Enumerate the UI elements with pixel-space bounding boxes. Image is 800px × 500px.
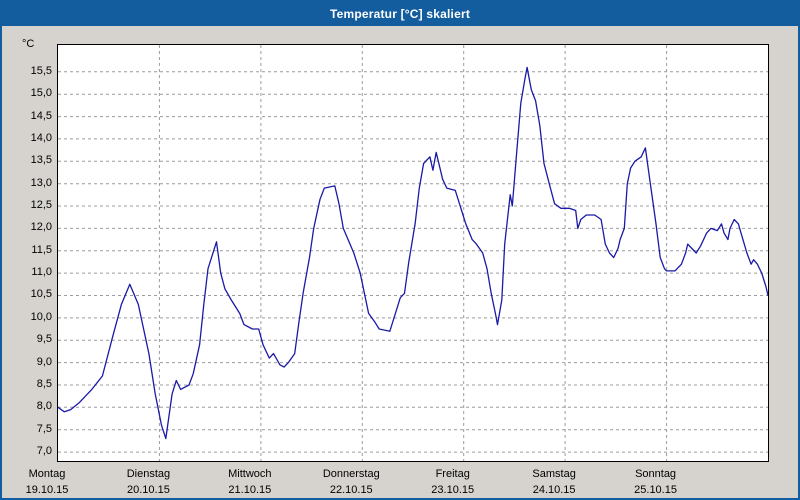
y-tick-label: 10,0	[30, 310, 52, 323]
x-tick-day-name: Montag	[28, 468, 66, 480]
x-tick-label: Dienstag 20.10.15	[127, 468, 170, 496]
x-tick-label: Freitag 23.10.15	[431, 468, 474, 496]
x-tick-day-name: Donnerstag	[322, 468, 380, 480]
x-tick-date: 19.10.15	[25, 484, 69, 496]
x-tick-date: 25.10.15	[634, 484, 677, 496]
y-tick-label: 14,5	[30, 109, 52, 122]
x-tick-label: Mittwoch 21.10.15	[228, 468, 271, 496]
x-tick-day-name: Freitag	[435, 468, 470, 480]
x-tick-label: Samstag 24.10.15	[532, 468, 575, 496]
y-tick-label: 9,5	[36, 333, 52, 346]
y-tick-label: 13,0	[30, 176, 52, 189]
y-tick-label: 7,0	[36, 445, 52, 458]
y-tick-label: 15,5	[30, 64, 52, 77]
x-tick-day-name: Samstag	[532, 468, 576, 480]
x-tick-date: 21.10.15	[228, 484, 272, 496]
plot-area	[57, 44, 769, 462]
y-tick-label: 9,0	[36, 355, 52, 368]
y-tick-label: 7,5	[36, 422, 52, 435]
chart-title-bar: Temperatur [°C] skaliert	[2, 2, 798, 26]
x-tick-date: 20.10.15	[127, 484, 170, 496]
x-tick-label: Donnerstag 22.10.15	[323, 468, 380, 496]
y-tick-label: 13,5	[30, 154, 52, 167]
x-tick-label: Sonntag 25.10.15	[634, 468, 677, 496]
y-tick-label: 14,0	[30, 131, 52, 144]
y-tick-label: 15,0	[30, 87, 52, 100]
x-tick-date: 23.10.15	[431, 484, 475, 496]
y-axis-unit-label: °C	[22, 38, 35, 50]
y-tick-label: 11,0	[31, 266, 52, 279]
chart-title: Temperatur [°C] skaliert	[329, 7, 471, 21]
x-tick-day-name: Dienstag	[126, 468, 171, 480]
y-tick-label: 12,0	[30, 221, 52, 234]
y-tick-label: 8,5	[36, 377, 52, 390]
y-tick-label: 12,5	[30, 199, 52, 212]
y-tick-label: 10,5	[30, 288, 52, 301]
x-tick-label: Montag 19.10.15	[26, 468, 69, 496]
y-tick-label: 11,5	[31, 243, 52, 256]
x-tick-day-name: Mittwoch	[228, 468, 272, 480]
temperature-line-chart	[58, 45, 768, 461]
x-tick-date: 24.10.15	[532, 484, 576, 496]
x-tick-date: 22.10.15	[329, 484, 373, 496]
x-tick-day-name: Sonntag	[635, 468, 677, 480]
y-tick-label: 8,0	[36, 400, 52, 413]
